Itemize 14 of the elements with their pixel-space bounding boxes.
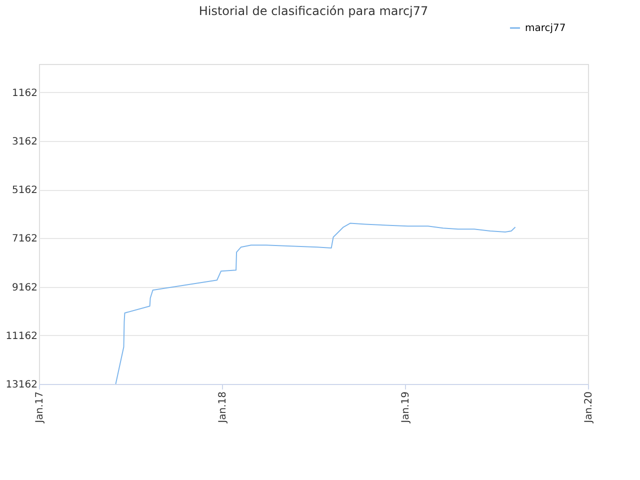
y-tick-label: 9162 bbox=[12, 282, 38, 294]
legend-label: marcj77 bbox=[525, 23, 566, 34]
line-series bbox=[115, 222, 516, 384]
y-tick-label: 7162 bbox=[12, 234, 38, 245]
y-tick-label: 3162 bbox=[12, 136, 38, 148]
x-tick-label: Jan.18 bbox=[218, 392, 228, 424]
x-tick-label: Jan.19 bbox=[400, 392, 412, 424]
chart-title: Historial de clasificación para marcj77 bbox=[198, 4, 428, 18]
y-tick-label: 5162 bbox=[12, 185, 38, 196]
x-tick-label: Jan.17 bbox=[34, 392, 46, 424]
y-tick-label: 11162 bbox=[6, 330, 38, 342]
y-tick-label: 1162 bbox=[12, 88, 38, 99]
x-tick-label: Jan.20 bbox=[584, 392, 594, 424]
y-tick-label: 13162 bbox=[6, 380, 38, 390]
